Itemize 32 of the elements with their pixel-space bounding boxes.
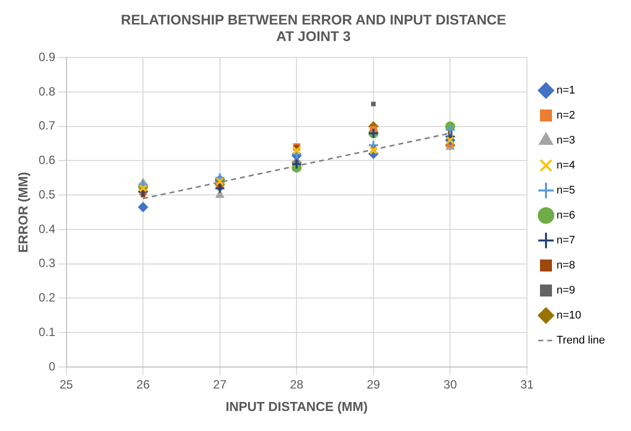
legend-label: n=4	[556, 160, 576, 172]
x-tick-label: 26	[136, 378, 150, 392]
y-tick-label: 0.5	[38, 187, 56, 202]
y-tick-label: 0.4	[38, 222, 56, 236]
x-tick-label: 27	[213, 378, 227, 392]
x-tick-label: 31	[520, 378, 534, 392]
y-tick-label: 0.9	[38, 50, 56, 64]
x-axis-title: INPUT DISTANCE (MM)	[226, 398, 368, 414]
y-tick-label: 0	[48, 359, 56, 374]
legend-label: Trend line	[556, 334, 606, 347]
y-tick-label: 0.6	[38, 153, 56, 168]
x-tick-label: 25	[60, 378, 74, 392]
legend-label: n=5	[556, 184, 576, 197]
text: AT JOINT 3	[276, 28, 351, 44]
legend-label: n=3	[556, 134, 576, 147]
legend-label: n=7	[556, 234, 576, 247]
y-tick-label: 0.3	[38, 256, 56, 270]
legend-label: n=2	[556, 110, 576, 122]
y-tick-label: 0.8	[38, 84, 56, 98]
legend-label: n=8	[556, 260, 576, 272]
y-axis-title: ERROR (MM)	[15, 172, 30, 253]
legend-label: n=1	[556, 84, 576, 97]
x-tick-label: 28	[290, 378, 304, 392]
text: RELATIONSHIP BETWEEN ERROR AND INPUT DISTANCE	[120, 11, 506, 28]
x-tick-label: 30	[444, 378, 458, 392]
x-tick-label: 29	[366, 378, 380, 392]
y-tick-label: 0.7	[38, 118, 56, 133]
legend-label: n=6	[556, 210, 576, 222]
legend-label: n=9	[556, 284, 576, 297]
y-tick-label: 0.2	[38, 290, 56, 305]
legend-label: n=10	[556, 310, 582, 322]
y-tick-label: 0.1	[38, 324, 56, 339]
